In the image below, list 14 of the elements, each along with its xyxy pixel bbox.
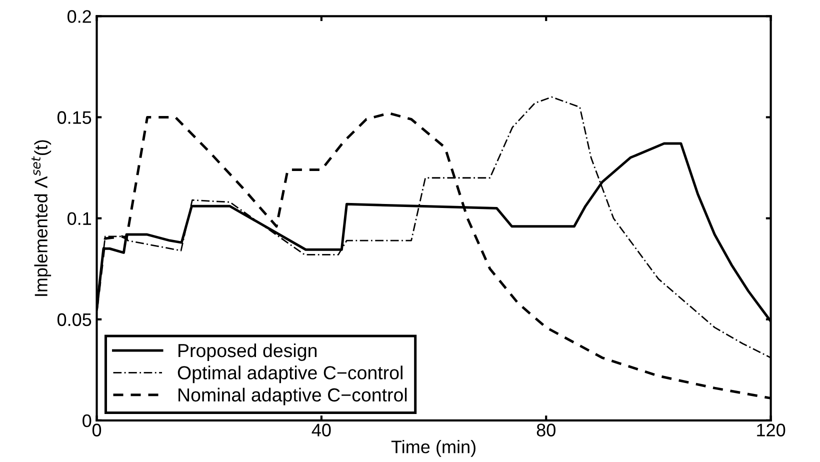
y-axis-title: Implemented Λ$^{set}$(t) bbox=[32, 140, 52, 296]
y-tick-label: 0.05 bbox=[57, 313, 92, 326]
x-tick-label: 120 bbox=[757, 424, 786, 436]
y-tick-label: 0 bbox=[82, 414, 92, 428]
y-tick-label: 0.2 bbox=[68, 10, 91, 23]
x-tick-label: 80 bbox=[536, 424, 556, 436]
y-tick-label: 0.1 bbox=[68, 212, 92, 226]
legend-label: Proposed design bbox=[178, 343, 317, 361]
x-axis-title: Time (min) bbox=[391, 440, 476, 457]
x-tick-label: 40 bbox=[312, 424, 331, 436]
legend-label: Optimal adaptive C−control bbox=[178, 366, 402, 384]
legend-label: Nominal adaptive C−control bbox=[178, 388, 407, 406]
y-tick-label: 0.15 bbox=[57, 111, 92, 124]
x-tick-label: 0 bbox=[92, 424, 102, 436]
